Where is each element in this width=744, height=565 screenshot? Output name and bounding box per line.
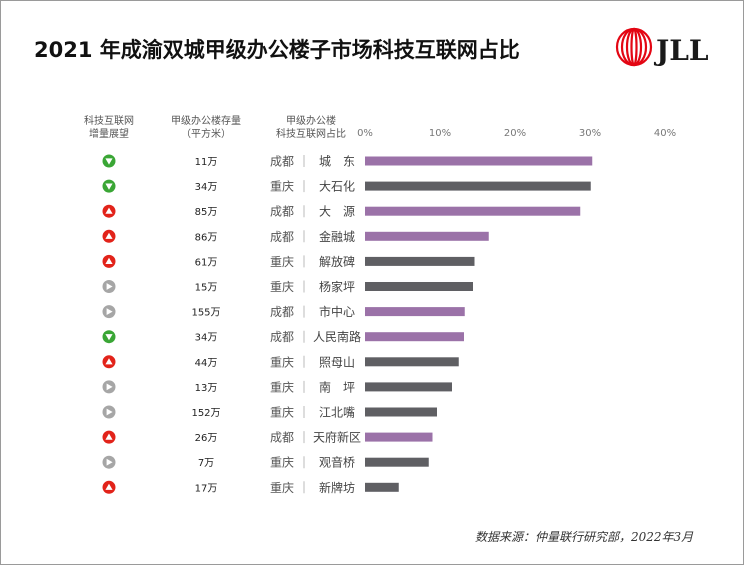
stock-value: 86万	[195, 232, 218, 243]
data-bar	[365, 357, 459, 367]
flat-arrow-icon-glyph	[106, 408, 113, 416]
district-label: 杨家坪	[319, 279, 355, 294]
x-tick-label: 20%	[504, 128, 526, 139]
stock-value: 7万	[198, 458, 214, 469]
data-bar	[365, 457, 429, 467]
district-label: 大 源	[319, 205, 355, 219]
stock-value: 44万	[195, 358, 218, 369]
district-label: 新牌坊	[319, 480, 355, 495]
data-bar	[365, 407, 437, 417]
district-label: 南 坪	[319, 379, 355, 394]
city-label: 重庆	[270, 180, 294, 194]
outlook-column-header-line-1: 科技互联网	[84, 114, 134, 127]
city-label: 重庆	[270, 280, 294, 294]
share-column-header-line-2: 科技互联网占比	[276, 127, 346, 140]
data-bar	[365, 206, 581, 216]
up-arrow-icon-glyph	[105, 433, 113, 440]
flat-arrow-icon-glyph	[106, 308, 113, 315]
jll-logo-text: JLL	[653, 34, 709, 67]
stock-value: 15万	[195, 283, 218, 294]
district-label: 观音桥	[319, 455, 355, 470]
up-arrow-icon-glyph	[105, 232, 113, 239]
x-tick-label: 30%	[579, 128, 601, 139]
down-arrow-icon-glyph	[105, 334, 113, 341]
district-label: 江北嘴	[319, 406, 355, 420]
district-label: 金融城	[319, 229, 355, 244]
flat-arrow-icon-glyph	[106, 283, 113, 290]
city-label: 成都	[270, 330, 294, 344]
data-bar	[365, 382, 452, 392]
district-label: 大石化	[319, 180, 355, 194]
stock-column-header-line-2: （平方米）	[181, 127, 231, 140]
city-label: 重庆	[270, 456, 294, 470]
jll-logo-mark: JLL	[615, 27, 709, 67]
stock-value: 34万	[195, 333, 218, 344]
x-tick-label: 10%	[429, 128, 451, 139]
district-label: 人民南路	[313, 329, 361, 344]
district-label: 天府新区	[313, 430, 361, 445]
district-label: 照母山	[319, 355, 355, 369]
source-note: 数据来源：仲量联行研究部，2022年3月	[475, 530, 694, 544]
data-bar	[365, 156, 593, 166]
stock-value: 85万	[195, 207, 218, 218]
city-label: 成都	[270, 230, 294, 244]
city-label: 重庆	[270, 255, 294, 269]
data-bar	[365, 256, 475, 266]
jll-logo: JLL	[614, 27, 724, 73]
up-arrow-icon-glyph	[105, 358, 113, 365]
district-label: 城 东	[319, 155, 355, 169]
stock-value: 26万	[195, 433, 218, 444]
city-label: 重庆	[270, 481, 294, 495]
data-bar	[365, 432, 433, 442]
data-bar	[365, 307, 465, 317]
x-tick-label: 0%	[357, 128, 373, 139]
up-arrow-icon-glyph	[105, 257, 113, 264]
stock-value: 61万	[195, 257, 218, 268]
down-arrow-icon-glyph	[105, 158, 113, 165]
stock-value: 11万	[195, 157, 218, 168]
stock-value: 152万	[191, 408, 220, 419]
data-bar	[365, 231, 489, 241]
share-column-header-line-1: 甲级办公楼	[286, 114, 336, 127]
city-label: 重庆	[270, 380, 294, 394]
up-arrow-icon-glyph	[105, 207, 113, 214]
up-arrow-icon-glyph	[105, 483, 113, 490]
stock-value: 34万	[195, 182, 218, 193]
outlook-column-header-line-2: 增量展望	[89, 127, 129, 140]
stock-value: 17万	[195, 483, 218, 494]
city-label: 重庆	[270, 406, 294, 420]
stock-column-header-line-1: 甲级办公楼存量	[171, 114, 241, 127]
down-arrow-icon-glyph	[105, 183, 113, 190]
city-label: 重庆	[270, 355, 294, 369]
city-label: 成都	[270, 305, 294, 319]
city-label: 成都	[270, 205, 294, 219]
flat-arrow-icon-glyph	[106, 458, 113, 466]
data-bar	[365, 332, 464, 342]
district-label: 解放碑	[319, 254, 355, 269]
stock-value: 13万	[195, 383, 218, 394]
data-bar	[365, 482, 399, 492]
stock-value: 155万	[191, 308, 220, 319]
flat-arrow-icon-glyph	[106, 383, 113, 391]
district-label: 市中心	[319, 304, 355, 319]
city-label: 成都	[270, 155, 294, 169]
data-bar	[365, 181, 591, 191]
x-tick-label: 40%	[654, 128, 676, 139]
data-bar	[365, 282, 473, 291]
city-label: 成都	[270, 431, 294, 445]
chart-title: 2021 年成渝双城甲级办公楼子市场科技互联网占比	[34, 38, 520, 62]
